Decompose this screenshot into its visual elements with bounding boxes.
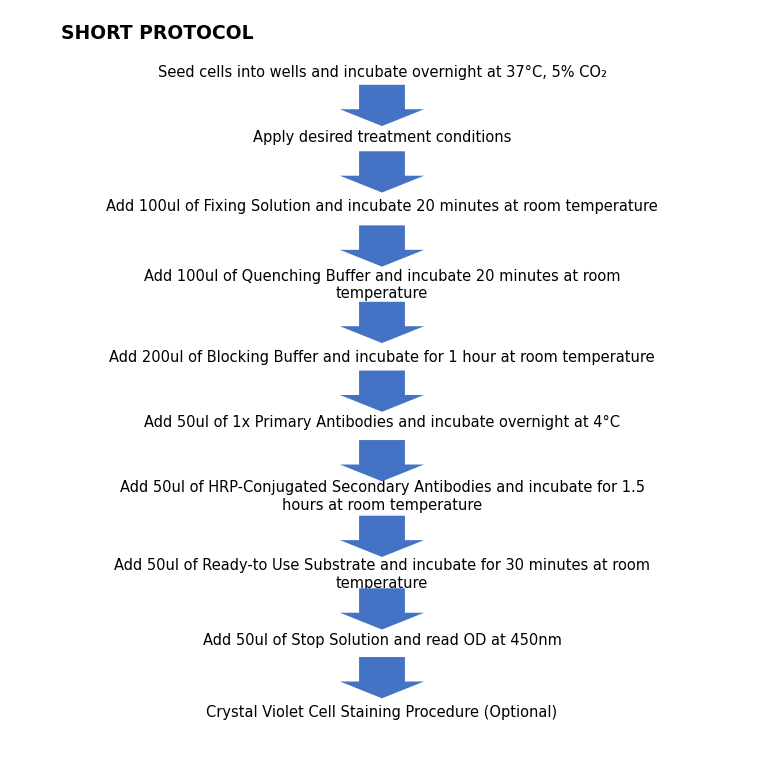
Polygon shape (340, 516, 424, 557)
Text: Add 50ul of Ready-to Use Substrate and incubate for 30 minutes at room
temperatu: Add 50ul of Ready-to Use Substrate and i… (114, 558, 650, 591)
Text: Crystal Violet Cell Staining Procedure (Optional): Crystal Violet Cell Staining Procedure (… (206, 705, 558, 720)
Text: Add 100ul of Quenching Buffer and incubate 20 minutes at room
temperature: Add 100ul of Quenching Buffer and incuba… (144, 269, 620, 301)
Polygon shape (340, 85, 424, 126)
Text: Add 100ul of Fixing Solution and incubate 20 minutes at room temperature: Add 100ul of Fixing Solution and incubat… (106, 199, 658, 214)
Text: Apply desired treatment conditions: Apply desired treatment conditions (253, 130, 511, 145)
Text: Seed cells into wells and incubate overnight at 37°C, 5% CO₂: Seed cells into wells and incubate overn… (157, 65, 607, 80)
Text: Add 50ul of HRP-Conjugated Secondary Antibodies and incubate for 1.5
hours at ro: Add 50ul of HRP-Conjugated Secondary Ant… (119, 481, 645, 513)
Text: Add 50ul of Stop Solution and read OD at 450nm: Add 50ul of Stop Solution and read OD at… (202, 633, 562, 648)
Polygon shape (340, 588, 424, 630)
Text: SHORT PROTOCOL: SHORT PROTOCOL (61, 24, 254, 44)
Polygon shape (340, 225, 424, 267)
Text: Add 200ul of Blocking Buffer and incubate for 1 hour at room temperature: Add 200ul of Blocking Buffer and incubat… (109, 350, 655, 365)
Polygon shape (340, 302, 424, 343)
Polygon shape (340, 371, 424, 412)
Polygon shape (340, 440, 424, 481)
Polygon shape (340, 151, 424, 193)
Text: Add 50ul of 1x Primary Antibodies and incubate overnight at 4°C: Add 50ul of 1x Primary Antibodies and in… (144, 415, 620, 430)
Polygon shape (340, 657, 424, 698)
